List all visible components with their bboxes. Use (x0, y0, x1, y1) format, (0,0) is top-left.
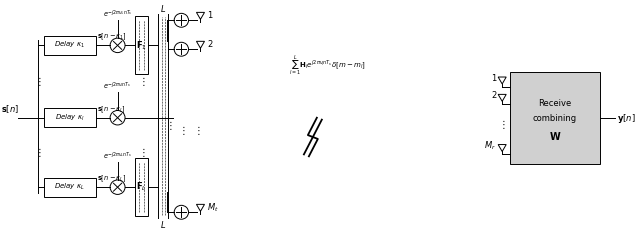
Text: $\mathbf{s}[n-\kappa_1]$: $\mathbf{s}[n-\kappa_1]$ (97, 32, 127, 43)
Text: $\sum_{l=1}^{L}\mathbf{H}_l e^{j2\pi\nu_l nT_s}\delta[m-m_l]$: $\sum_{l=1}^{L}\mathbf{H}_l e^{j2\pi\nu_… (289, 54, 366, 77)
Bar (134, 16, 148, 74)
Text: $L$: $L$ (161, 219, 166, 230)
Text: combining: combining (533, 114, 577, 123)
Text: $e^{-j2\pi\nu_1 nT_s}$: $e^{-j2\pi\nu_1 nT_s}$ (103, 9, 132, 20)
Text: $\vdots$: $\vdots$ (34, 75, 42, 88)
Text: Receive: Receive (538, 99, 572, 108)
Text: $\vdots$: $\vdots$ (138, 146, 145, 159)
Circle shape (110, 180, 125, 195)
Text: $M_r$: $M_r$ (484, 140, 496, 152)
Text: 1: 1 (207, 11, 212, 20)
Text: $L$: $L$ (161, 3, 166, 14)
Circle shape (174, 13, 189, 27)
Circle shape (110, 38, 125, 53)
Circle shape (174, 205, 189, 219)
Circle shape (174, 42, 189, 56)
Text: $\vdots$: $\vdots$ (178, 124, 185, 137)
Bar (134, 158, 148, 216)
Text: $\mathbf{W}$: $\mathbf{W}$ (548, 130, 561, 142)
Text: Delay $\kappa_l$: Delay $\kappa_l$ (55, 113, 84, 123)
Text: $\mathbf{s}[n-\kappa_l]$: $\mathbf{s}[n-\kappa_l]$ (97, 104, 125, 115)
Text: $e^{-j2\pi\nu_L nT_s}$: $e^{-j2\pi\nu_L nT_s}$ (103, 150, 132, 162)
Text: $\vdots$: $\vdots$ (34, 146, 42, 159)
Text: $\mathbf{F}_1$: $\mathbf{F}_1$ (136, 39, 147, 52)
Text: $e^{-j2\pi\nu_l nT_s}$: $e^{-j2\pi\nu_l nT_s}$ (104, 81, 132, 92)
Bar (44, 178, 95, 197)
Text: $\mathbf{s}[n]$: $\mathbf{s}[n]$ (1, 103, 19, 115)
Bar (510, 72, 600, 164)
Text: $\vdots$: $\vdots$ (499, 118, 506, 131)
Bar (44, 36, 95, 55)
Text: Delay $\kappa_1$: Delay $\kappa_1$ (54, 40, 85, 50)
Text: $M_t$: $M_t$ (207, 201, 219, 214)
Text: $\mathbf{y}[n]$: $\mathbf{y}[n]$ (617, 112, 636, 125)
Text: $\vdots$: $\vdots$ (138, 75, 145, 88)
Bar (44, 108, 95, 127)
Text: $\vdots$: $\vdots$ (193, 124, 200, 137)
Text: 2: 2 (491, 91, 496, 100)
Text: 2: 2 (207, 40, 212, 49)
Text: $\vdots$: $\vdots$ (164, 119, 172, 132)
Text: Delay $\kappa_L$: Delay $\kappa_L$ (54, 182, 85, 192)
Text: 1: 1 (491, 74, 496, 83)
Circle shape (110, 110, 125, 125)
Text: $\mathbf{s}[n-\kappa_L]$: $\mathbf{s}[n-\kappa_L]$ (97, 174, 126, 184)
Text: $\mathbf{F}_L$: $\mathbf{F}_L$ (136, 181, 147, 193)
